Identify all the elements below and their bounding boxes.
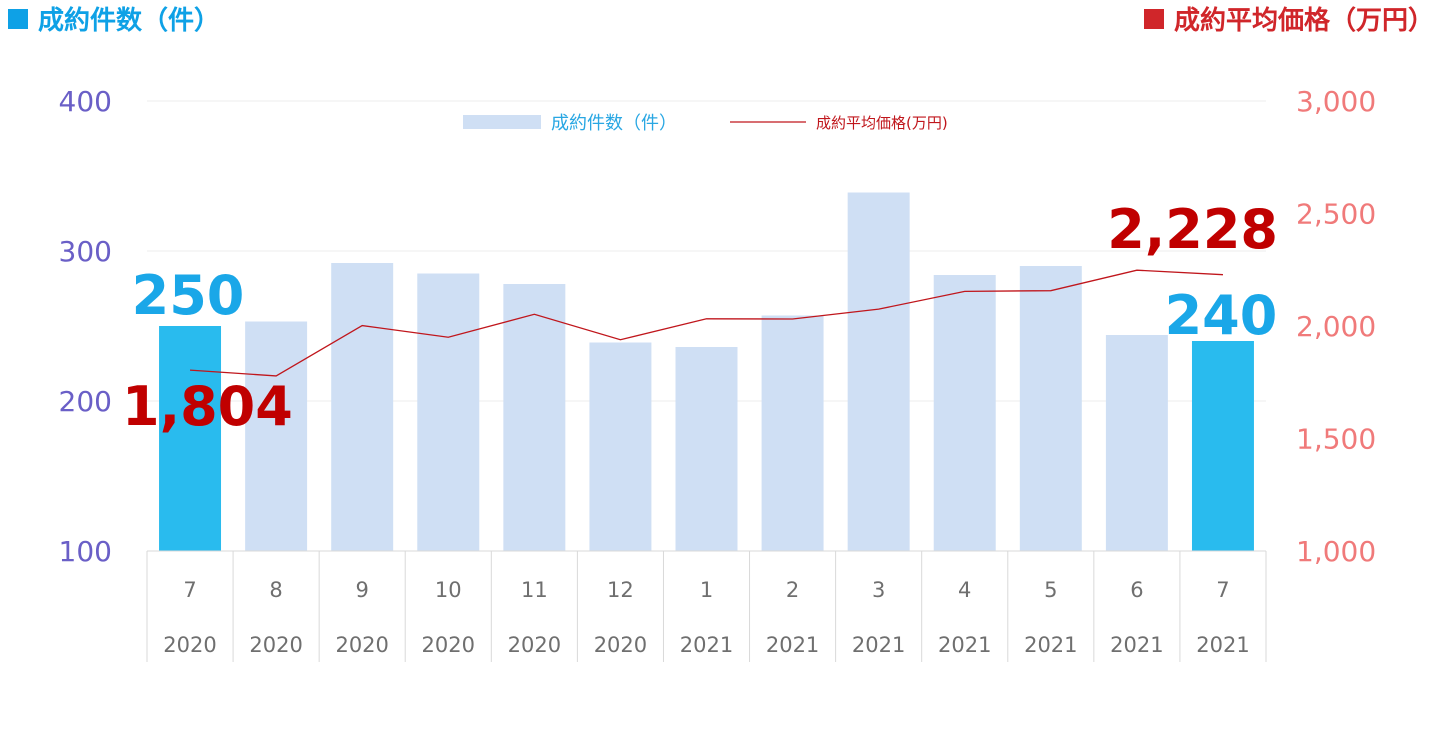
month-label: 6 xyxy=(1130,578,1143,602)
month-label: 11 xyxy=(521,578,548,602)
right-axis-tick-label: 2,000 xyxy=(1296,310,1376,343)
month-label: 1 xyxy=(700,578,713,602)
price-label-start: 1,804 xyxy=(122,375,293,438)
count-label-start: 250 xyxy=(132,264,245,327)
left-axis-tick-label: 300 xyxy=(59,235,112,268)
legend-line-label: 成約平均価格(万円) xyxy=(816,114,948,132)
bars xyxy=(159,192,1254,551)
bar-9 xyxy=(933,275,996,551)
annotations: 250 240 1,804 2,228 xyxy=(122,198,1278,438)
right-axis-tick-label: 3,000 xyxy=(1296,85,1376,118)
price-label-end: 2,228 xyxy=(1107,198,1278,261)
right-axis-tick-label: 1,000 xyxy=(1296,535,1376,568)
month-label: 8 xyxy=(269,578,282,602)
bar-0 xyxy=(159,326,222,551)
year-label: 2021 xyxy=(938,633,991,657)
bar-11 xyxy=(1105,335,1168,551)
right-axis-title: 成約平均価格（万円） xyxy=(1143,0,1434,37)
month-label: 9 xyxy=(356,578,369,602)
legend: 成約件数（件） 成約平均価格(万円) xyxy=(463,113,948,134)
right-axis-tick-label: 2,500 xyxy=(1296,198,1376,231)
bar-10 xyxy=(1019,266,1082,551)
price-line-layer xyxy=(189,269,1223,377)
right-axis-tick-label: 1,500 xyxy=(1296,423,1376,456)
bar-2 xyxy=(331,263,394,551)
month-label: 7 xyxy=(183,578,196,602)
year-label: 2021 xyxy=(1024,633,1077,657)
month-label: 2 xyxy=(786,578,799,602)
month-label: 5 xyxy=(1044,578,1057,602)
year-label: 2020 xyxy=(422,633,475,657)
bar-3 xyxy=(417,273,480,551)
month-label: 12 xyxy=(607,578,634,602)
bar-5 xyxy=(589,342,652,551)
bar-legend-square-icon xyxy=(8,8,28,29)
year-label: 2020 xyxy=(594,633,647,657)
left-axis-tick-label: 400 xyxy=(59,85,112,118)
year-label: 2021 xyxy=(1110,633,1163,657)
bar-6 xyxy=(675,347,738,551)
month-label: 10 xyxy=(435,578,462,602)
left-axis-title-text: 成約件数（件） xyxy=(38,6,221,36)
bar-1 xyxy=(245,321,308,551)
left-axis-tick-label: 200 xyxy=(59,385,112,418)
line-legend-square-icon xyxy=(1143,8,1164,29)
right-axis-title-text: 成約平均価格（万円） xyxy=(1173,6,1434,36)
bar-12 xyxy=(1191,341,1254,551)
year-label: 2021 xyxy=(680,633,733,657)
year-label: 2021 xyxy=(852,633,905,657)
price-line xyxy=(189,269,1223,377)
year-label: 2020 xyxy=(508,633,561,657)
month-label: 3 xyxy=(872,578,885,602)
left-axis-title: 成約件数（件） xyxy=(8,0,220,37)
left-axis-tick-label: 100 xyxy=(59,535,112,568)
year-label: 2021 xyxy=(1196,633,1249,657)
month-label: 7 xyxy=(1216,578,1229,602)
axes: 100 200 300 400 1,000 1,500 2,000 2,500 3,000 xyxy=(59,85,1377,568)
year-label: 2020 xyxy=(335,633,388,657)
category-axis: 7 2020 8 2020 9 2020 10 2020 11 2020 12 2020 1 2021 2 2… xyxy=(146,550,1267,662)
year-label: 2020 xyxy=(163,633,216,657)
bar-7 xyxy=(761,315,824,551)
legend-bar-swatch xyxy=(463,115,541,129)
year-label: 2020 xyxy=(249,633,302,657)
bar-4 xyxy=(503,284,566,551)
month-label: 4 xyxy=(958,578,971,602)
legend-bar-label: 成約件数（件） xyxy=(551,113,677,134)
year-label: 2021 xyxy=(766,633,819,657)
bar-8 xyxy=(847,192,910,551)
count-label-end: 240 xyxy=(1165,284,1278,347)
